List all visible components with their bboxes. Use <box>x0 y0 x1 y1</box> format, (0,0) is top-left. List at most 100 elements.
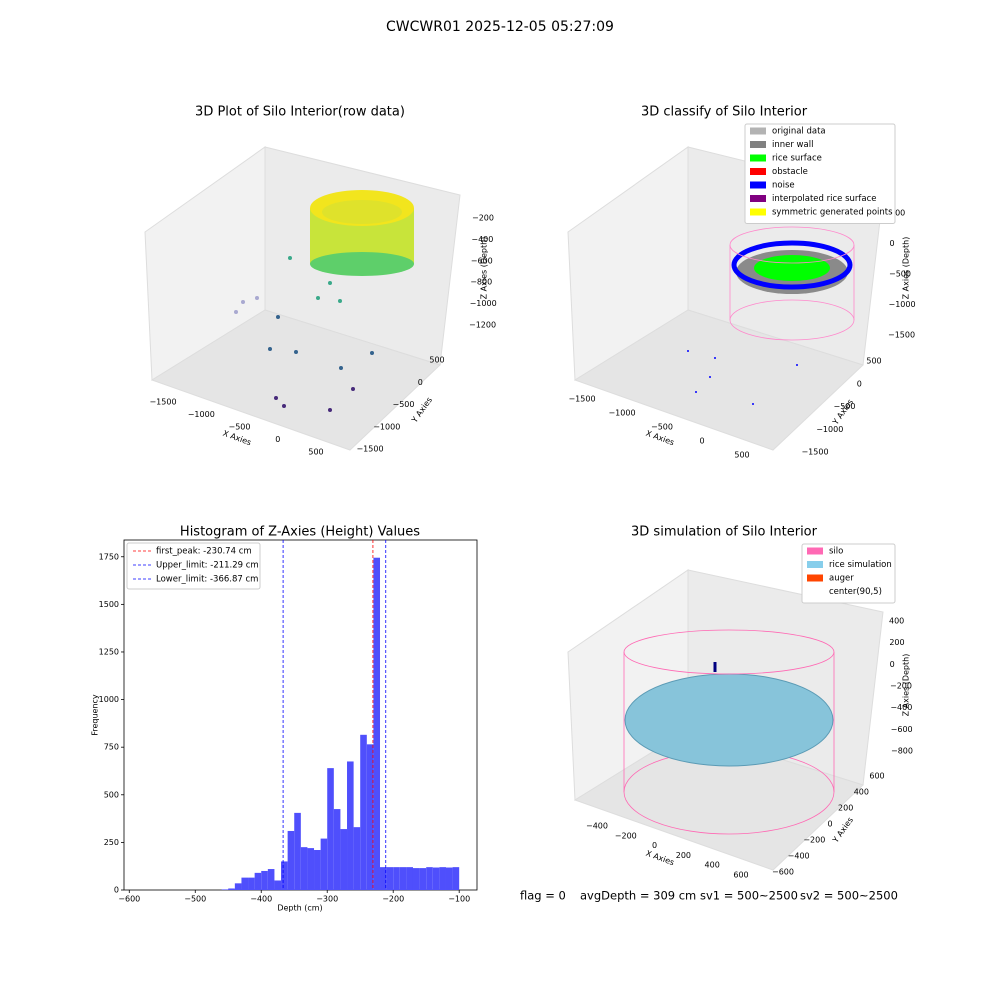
x-tick-label: −400 <box>250 895 272 904</box>
x-tick-label: −1500 <box>568 395 595 404</box>
y-tick-label: −1500 <box>801 448 828 457</box>
x-tick-label: 600 <box>733 871 748 880</box>
bar <box>287 830 295 890</box>
legend-swatch <box>750 154 766 162</box>
y-tick-label: −1000 <box>816 425 843 434</box>
chart-title: Histogram of Z-Axies (Height) Values <box>180 525 420 540</box>
y-tick-label: 400 <box>854 788 869 797</box>
bar <box>274 880 282 890</box>
x-tick-label: 500 <box>308 448 323 457</box>
legend-label: interpolated rice surface <box>772 194 877 204</box>
bar <box>300 847 308 890</box>
z-tick-label: −800 <box>470 278 492 287</box>
bar <box>307 848 315 890</box>
y-tick-label: −1000 <box>373 422 400 431</box>
x-tick-label: −1500 <box>149 398 176 407</box>
bar <box>228 888 235 890</box>
bar <box>426 867 433 890</box>
x-tick-label: −1000 <box>608 409 635 418</box>
bar <box>393 867 400 890</box>
legend-label: Lower_limit: -366.87 cm <box>156 575 258 585</box>
y-tick-label: 1000 <box>99 695 119 704</box>
chart-title: 3D Plot of Silo Interior(row data) <box>195 105 405 120</box>
z-tick-label: −600 <box>471 256 493 265</box>
bar <box>386 867 394 890</box>
legend-label: first_peak: -230.74 cm <box>156 547 252 557</box>
legend-swatch <box>750 127 766 135</box>
legend-label: rice surface <box>772 154 822 164</box>
z-tick-label: −1500 <box>888 331 915 340</box>
x-tick-label: −100 <box>448 895 470 904</box>
figure-title: CWCWR01 2025-12-05 05:27:09 <box>386 19 614 35</box>
footer-text: flag = 0 <box>520 889 566 903</box>
z-tick-label: −400 <box>890 703 912 712</box>
z-tick-label: −200 <box>890 682 912 691</box>
x-tick-label: 400 <box>705 861 720 870</box>
chart-title: 3D classify of Silo Interior <box>641 105 808 120</box>
x-tick-label: −500 <box>184 895 206 904</box>
x-tick-label: 200 <box>676 851 691 860</box>
z-tick-label: 200 <box>889 638 904 647</box>
z-tick-label: −500 <box>889 270 911 279</box>
footer-text: sv1 = 500~2500 <box>700 889 798 903</box>
bar <box>366 744 374 890</box>
y-tick-label: 0 <box>857 379 862 388</box>
bar <box>254 872 262 890</box>
bar <box>399 867 407 890</box>
pane-3d <box>567 569 884 871</box>
legend-box <box>744 123 896 224</box>
bar <box>439 867 446 890</box>
y-tick-label: −600 <box>772 868 794 877</box>
z-axis-label: Z Axies (Depth) <box>902 654 911 717</box>
legend-label: inner wall <box>772 140 813 150</box>
y-tick-label: −500 <box>393 400 415 409</box>
bar <box>294 812 301 890</box>
bar <box>221 889 229 890</box>
legend-box <box>126 542 261 590</box>
x-tick-label: −600 <box>118 895 140 904</box>
x-tick-label: −200 <box>382 895 404 904</box>
y-tick-label: 750 <box>104 743 119 752</box>
x-axis-label: Depth (cm) <box>277 904 322 913</box>
x-axis-label: X Axies <box>222 429 253 448</box>
legend-box <box>801 543 896 604</box>
y-axis-label: Frequency <box>91 694 100 736</box>
z-tick-label: −600 <box>891 725 913 734</box>
bar <box>360 734 367 890</box>
legend-swatch <box>807 561 823 568</box>
x-tick-label: 500 <box>734 451 749 460</box>
x-tick-label: 0 <box>275 435 280 444</box>
z-axis-label: Z Axies (Depth) <box>480 237 489 300</box>
bar <box>445 867 453 890</box>
legend-label: noise <box>772 181 795 191</box>
y-tick-label: 0 <box>114 886 119 895</box>
legend-label: center(90,5) <box>829 587 882 597</box>
legend-swatch <box>807 547 823 555</box>
legend-label: obstacle <box>772 167 808 177</box>
x-tick-label: 0 <box>652 841 657 850</box>
z-tick-label: −1000 <box>889 300 916 309</box>
y-tick-label: −200 <box>803 836 825 845</box>
legend-label: symmetric generated points <box>772 208 893 218</box>
bar <box>320 838 328 890</box>
pane-3d <box>144 146 461 451</box>
bar <box>347 761 354 890</box>
x-tick-label: −200 <box>615 831 637 840</box>
footer-text: sv2 = 500~2500 <box>800 889 898 903</box>
y-tick-label: 500 <box>866 357 881 366</box>
z-tick-label: −800 <box>891 747 913 756</box>
bar <box>380 867 387 890</box>
z-tick-label: −1000 <box>470 299 497 308</box>
legend-label: silo <box>829 547 843 557</box>
y-tick-label: 250 <box>104 838 119 847</box>
y-tick-label: 600 <box>869 772 884 781</box>
bar <box>452 867 460 890</box>
bar <box>333 809 341 890</box>
x-tick-label: −500 <box>651 423 673 432</box>
legend-swatch <box>807 574 823 582</box>
legend-swatch <box>750 168 766 175</box>
y-tick-label: 200 <box>838 804 853 813</box>
y-tick-label: −1500 <box>356 445 383 454</box>
z-tick-label: −400 <box>471 235 493 244</box>
bar <box>340 829 348 890</box>
